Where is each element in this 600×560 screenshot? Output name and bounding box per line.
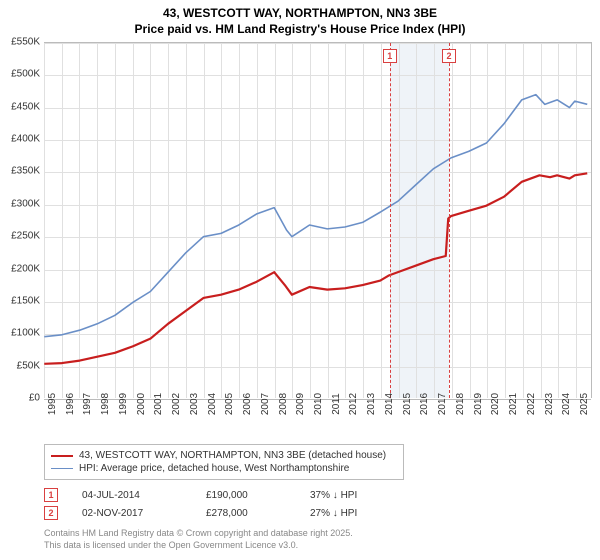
legend-label: HPI: Average price, detached house, West… — [79, 463, 349, 474]
credits: Contains HM Land Registry data © Crown c… — [44, 528, 353, 551]
x-tick-label: 2022 — [526, 393, 537, 415]
x-tick-label: 2010 — [313, 393, 324, 415]
x-tick-label: 2019 — [473, 393, 484, 415]
x-tick-label: 2009 — [295, 393, 306, 415]
x-tick-label: 2016 — [419, 393, 430, 415]
y-tick-label: £500K — [11, 69, 40, 80]
x-tick-label: 2001 — [153, 393, 164, 415]
legend-row: 43, WESTCOTT WAY, NORTHAMPTON, NN3 3BE (… — [51, 449, 397, 462]
transaction-badge: 1 — [44, 488, 58, 502]
x-tick-label: 2025 — [579, 393, 590, 415]
line-layer — [44, 43, 591, 398]
x-tick-label: 2015 — [402, 393, 413, 415]
legend: 43, WESTCOTT WAY, NORTHAMPTON, NN3 3BE (… — [44, 444, 404, 480]
legend-label: 43, WESTCOTT WAY, NORTHAMPTON, NN3 3BE (… — [79, 450, 386, 461]
x-tick-label: 2024 — [561, 393, 572, 415]
transaction-date: 02-NOV-2017 — [82, 508, 182, 519]
y-tick-label: £200K — [11, 263, 40, 274]
transaction-row: 1 04-JUL-2014 £190,000 37% ↓ HPI — [44, 486, 584, 504]
transaction-row: 2 02-NOV-2017 £278,000 27% ↓ HPI — [44, 504, 584, 522]
y-tick-label: £450K — [11, 101, 40, 112]
transaction-badge: 2 — [44, 506, 58, 520]
credit-line2: This data is licensed under the Open Gov… — [44, 540, 353, 552]
credit-line1: Contains HM Land Registry data © Crown c… — [44, 528, 353, 540]
y-axis: £0£50K£100K£150K£200K£250K£300K£350K£400… — [0, 42, 44, 398]
x-tick-label: 2005 — [224, 393, 235, 415]
x-tick-label: 2021 — [508, 393, 519, 415]
x-tick-label: 2000 — [136, 393, 147, 415]
y-tick-label: £100K — [11, 328, 40, 339]
x-tick-label: 2012 — [348, 393, 359, 415]
transaction-delta: 27% ↓ HPI — [310, 508, 400, 519]
transaction-date: 04-JUL-2014 — [82, 490, 182, 501]
x-tick-label: 2006 — [242, 393, 253, 415]
plot-area: 12 — [44, 42, 592, 398]
transaction-delta: 37% ↓ HPI — [310, 490, 400, 501]
marker-badge: 1 — [383, 49, 397, 63]
y-tick-label: £550K — [11, 37, 40, 48]
x-tick-label: 2018 — [455, 393, 466, 415]
transactions-table: 1 04-JUL-2014 £190,000 37% ↓ HPI 2 02-NOV-201… — [44, 486, 584, 522]
x-tick-label: 2017 — [437, 393, 448, 415]
chart-title: 43, WESTCOTT WAY, NORTHAMPTON, NN3 3BE P… — [0, 0, 600, 37]
x-tick-label: 2002 — [171, 393, 182, 415]
marker-badge: 2 — [442, 49, 456, 63]
x-tick-label: 2008 — [278, 393, 289, 415]
y-tick-label: £50K — [17, 360, 40, 371]
x-tick-label: 2003 — [189, 393, 200, 415]
series-price_paid — [44, 173, 587, 363]
y-tick-label: £350K — [11, 166, 40, 177]
marker-line — [390, 43, 391, 398]
title-line1: 43, WESTCOTT WAY, NORTHAMPTON, NN3 3BE — [0, 6, 600, 22]
chart-container: 43, WESTCOTT WAY, NORTHAMPTON, NN3 3BE P… — [0, 0, 600, 560]
x-tick-label: 1995 — [47, 393, 58, 415]
x-tick-label: 1996 — [65, 393, 76, 415]
legend-row: HPI: Average price, detached house, West… — [51, 462, 397, 475]
transaction-price: £278,000 — [206, 508, 286, 519]
y-tick-label: £300K — [11, 198, 40, 209]
x-tick-label: 1998 — [100, 393, 111, 415]
y-tick-label: £150K — [11, 295, 40, 306]
x-tick-label: 2013 — [366, 393, 377, 415]
x-tick-label: 2014 — [384, 393, 395, 415]
x-tick-label: 2004 — [207, 393, 218, 415]
y-tick-label: £400K — [11, 134, 40, 145]
marker-line — [449, 43, 450, 398]
x-tick-label: 1999 — [118, 393, 129, 415]
title-line2: Price paid vs. HM Land Registry's House … — [0, 22, 600, 38]
x-tick-label: 2007 — [260, 393, 271, 415]
series-hpi — [44, 95, 587, 337]
y-tick-label: £0 — [29, 393, 40, 404]
legend-swatch — [51, 455, 73, 457]
x-tick-label: 2011 — [331, 393, 342, 415]
x-tick-label: 2020 — [490, 393, 501, 415]
legend-swatch — [51, 468, 73, 469]
x-tick-label: 2023 — [544, 393, 555, 415]
x-axis: 1995199619971998199920002001200220032004… — [44, 398, 592, 444]
y-tick-label: £250K — [11, 231, 40, 242]
x-tick-label: 1997 — [82, 393, 93, 415]
transaction-price: £190,000 — [206, 490, 286, 501]
